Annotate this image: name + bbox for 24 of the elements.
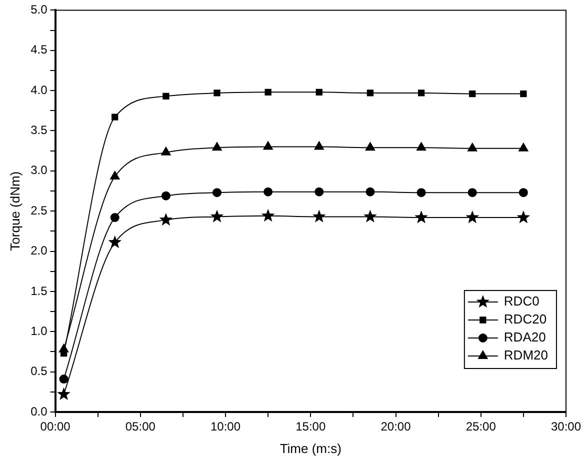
y-tick-label: 2.0	[30, 244, 48, 258]
x-tick-label: 10:00	[210, 420, 241, 434]
x-tick-label: 15:00	[296, 420, 326, 434]
x-axis-title: Time (m:s)	[280, 440, 342, 456]
legend-label: RDC20	[504, 312, 547, 327]
y-tick-label: 3.0	[30, 163, 48, 178]
legend-label: RDC0	[504, 294, 540, 309]
x-tick-label: 25:00	[466, 420, 496, 434]
y-tick-label: 5.0	[30, 2, 48, 17]
y-tick-label: 1.5	[30, 284, 48, 298]
x-tick-label: 00:00	[40, 420, 71, 434]
legend-label: RDM20	[504, 348, 548, 363]
x-tick-label: 30:00	[550, 420, 582, 434]
y-tick-label: 4.5	[30, 42, 48, 57]
y-tick-label: 0.0	[30, 404, 48, 418]
y-axis-title: Torque (dNm)	[7, 171, 22, 251]
x-tick-label: 20:00	[380, 420, 412, 434]
y-tick-label: 1.0	[30, 324, 48, 338]
y-tick-label: 4.0	[30, 82, 48, 97]
y-tick-label: 0.5	[30, 364, 48, 378]
legend-label: RDA20	[504, 330, 546, 345]
y-tick-label: 3.5	[30, 123, 48, 138]
x-tick-label: 05:00	[125, 420, 156, 434]
y-tick-label: 2.5	[30, 203, 48, 218]
